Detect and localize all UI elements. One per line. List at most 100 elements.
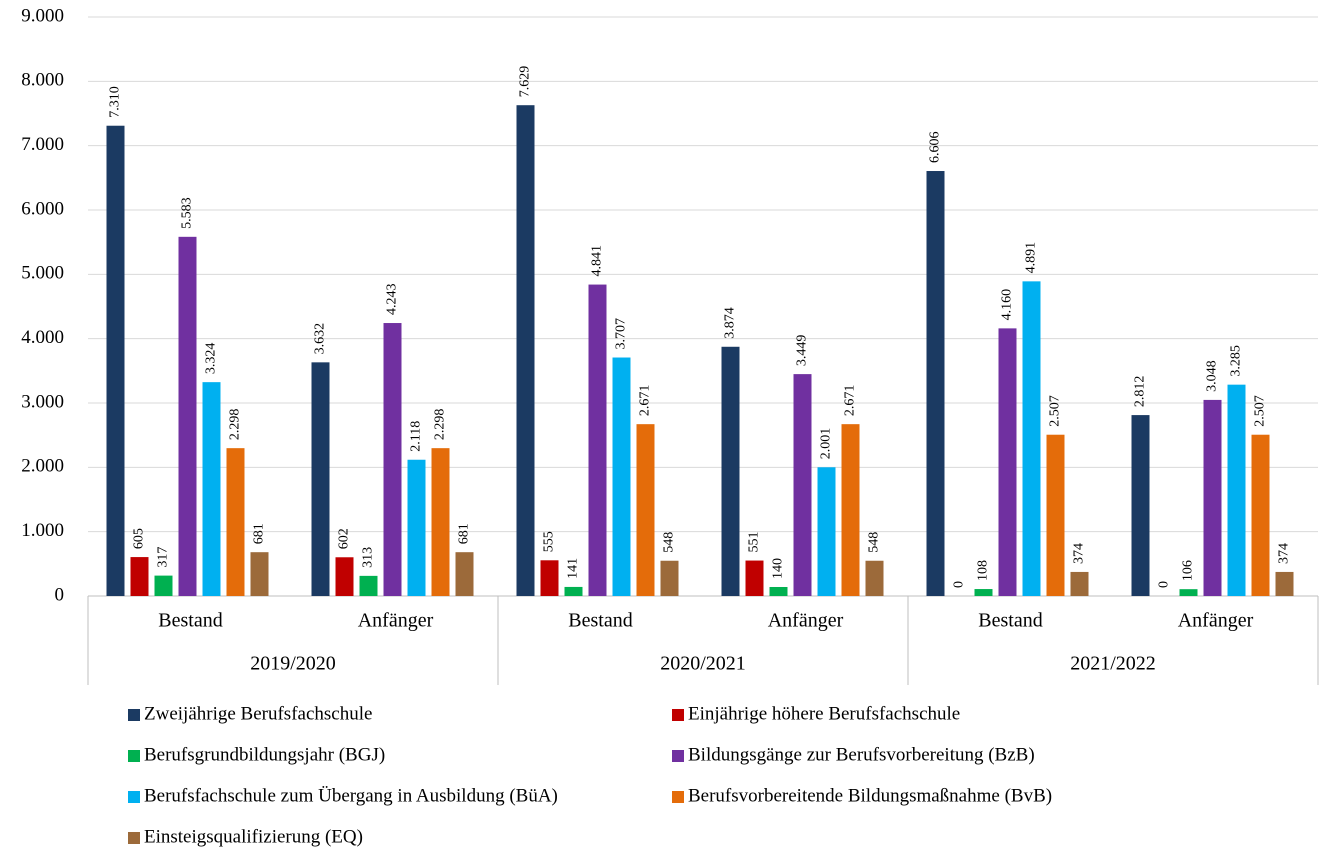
- bar: [636, 424, 655, 596]
- value-label: 3.707: [614, 318, 629, 350]
- bar: [202, 382, 221, 596]
- y-tick-label: 7.000: [21, 134, 64, 155]
- bar: [865, 560, 884, 596]
- y-tick-label: 5.000: [21, 263, 64, 284]
- value-label: 3.285: [1229, 345, 1244, 377]
- legend-label: Berufsfachschule zum Übergang in Ausbild…: [144, 785, 558, 806]
- bar: [1227, 384, 1246, 596]
- x-tick-label: Bestand: [978, 610, 1042, 632]
- value-label: 681: [457, 523, 472, 544]
- bar: [817, 467, 836, 596]
- bar: [540, 560, 559, 596]
- bar: [1022, 281, 1041, 596]
- bar: [455, 552, 474, 596]
- legend-swatch: [672, 791, 684, 803]
- bar: [1070, 571, 1089, 596]
- value-label: 4.891: [1024, 242, 1039, 274]
- bar: [769, 586, 788, 596]
- y-tick-label: 9.000: [21, 5, 64, 26]
- legend-label: Berufsvorbereitende Bildungsmaßnahme (Bv…: [688, 785, 1052, 806]
- bar: [335, 557, 354, 596]
- value-label: 4.243: [385, 284, 400, 316]
- value-label: 3.874: [723, 307, 738, 339]
- value-label: 7.310: [108, 86, 123, 118]
- value-label: 555: [542, 531, 557, 552]
- value-label: 2.507: [1048, 395, 1063, 427]
- legend-swatch: [128, 791, 140, 803]
- value-label: 317: [156, 547, 171, 568]
- value-label: 3.324: [204, 343, 219, 375]
- value-label: 2.671: [638, 385, 653, 417]
- bar: [431, 448, 450, 596]
- value-label: 2.507: [1253, 395, 1268, 427]
- value-label: 681: [252, 523, 267, 544]
- bar: [516, 105, 535, 597]
- y-tick-label: 0: [55, 584, 65, 605]
- legend-swatch: [128, 709, 140, 721]
- value-label: 0: [952, 581, 967, 588]
- bar: [407, 459, 426, 596]
- value-label: 551: [747, 532, 762, 553]
- bar: [926, 171, 945, 596]
- bar: [1046, 434, 1065, 596]
- bar: [178, 236, 197, 596]
- value-label: 374: [1072, 543, 1087, 564]
- legend-label: Einsteigsqualifizierung (EQ): [144, 826, 363, 847]
- value-label: 6.606: [928, 132, 943, 164]
- value-label: 548: [867, 532, 882, 553]
- bar: [226, 448, 245, 596]
- bar: [588, 284, 607, 596]
- legend-swatch: [672, 750, 684, 762]
- x-tick-label: Bestand: [158, 610, 222, 632]
- bar: [383, 323, 402, 596]
- legend-label: Einjährige höhere Berufsfachschule: [688, 703, 960, 724]
- value-label: 141: [566, 558, 581, 579]
- bar: [106, 125, 125, 597]
- legend-swatch: [128, 750, 140, 762]
- bar: [1251, 434, 1270, 596]
- bar: [130, 557, 149, 596]
- bar: [998, 328, 1017, 596]
- value-label: 140: [771, 558, 786, 579]
- value-label: 106: [1181, 560, 1196, 581]
- legend-label: Bildungsgänge zur Berufsvorbereitung (Bz…: [688, 744, 1035, 765]
- value-label: 0: [1157, 581, 1172, 588]
- bar: [564, 586, 583, 596]
- x-tick-label: Anfänger: [358, 610, 434, 632]
- legend-swatch: [672, 709, 684, 721]
- value-label: 2.671: [843, 385, 858, 417]
- value-label: 374: [1277, 543, 1292, 564]
- x-tick-label: Bestand: [568, 610, 632, 632]
- group-label: 2021/2022: [1070, 653, 1156, 675]
- y-tick-label: 1.000: [21, 520, 64, 541]
- bar: [311, 362, 330, 596]
- bar: [250, 552, 269, 596]
- bar: [359, 575, 378, 596]
- bar: [660, 560, 679, 596]
- value-label: 2.812: [1133, 376, 1148, 408]
- bar: [721, 346, 740, 596]
- bar: [612, 357, 631, 596]
- value-label: 4.160: [1000, 289, 1015, 321]
- x-tick-label: Anfänger: [768, 610, 844, 632]
- bar: [1131, 415, 1150, 596]
- value-label: 3.632: [313, 323, 328, 355]
- bar: [1275, 571, 1294, 596]
- value-label: 602: [337, 528, 352, 549]
- value-label: 548: [662, 532, 677, 553]
- value-label: 2.118: [409, 421, 424, 452]
- bar: [1179, 589, 1198, 596]
- value-label: 3.449: [795, 335, 810, 367]
- value-label: 605: [132, 528, 147, 549]
- bar: [154, 575, 173, 596]
- group-label: 2020/2021: [660, 653, 746, 675]
- bar: [745, 560, 764, 596]
- value-label: 313: [361, 547, 376, 568]
- y-tick-label: 2.000: [21, 456, 64, 477]
- bar: [1203, 399, 1222, 596]
- value-label: 2.298: [228, 409, 243, 441]
- bar: [793, 374, 812, 596]
- legend-label: Berufsgrundbildungsjahr (BGJ): [144, 744, 385, 765]
